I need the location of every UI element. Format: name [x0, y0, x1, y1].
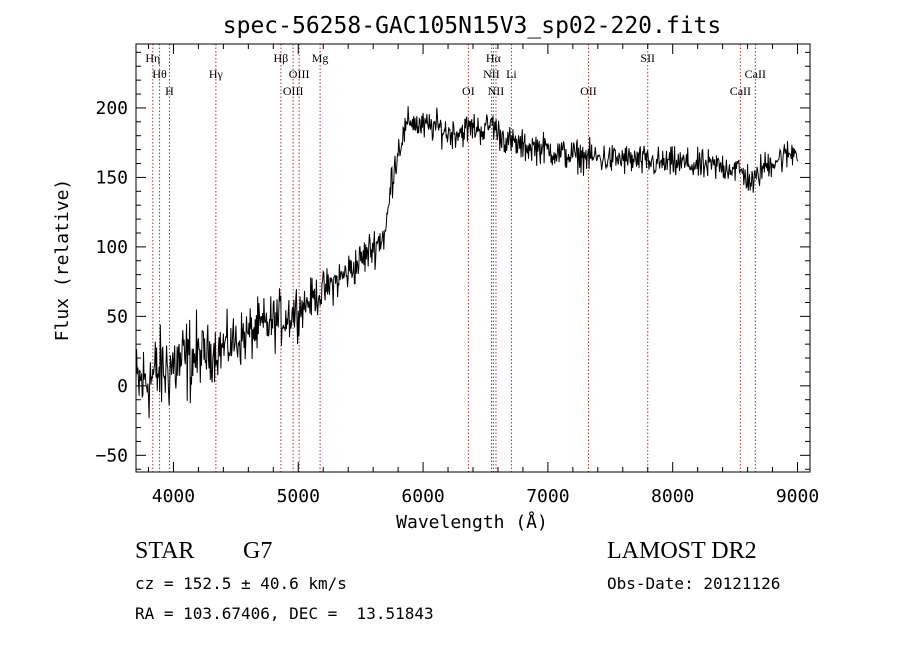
- x-axis-label: Wavelength (Å): [396, 511, 548, 533]
- line-marker-label: OIII: [283, 84, 304, 98]
- x-tick-label: 9000: [776, 486, 819, 507]
- survey-name: LAMOST DR2: [607, 538, 757, 564]
- line-marker-label: OI: [462, 84, 475, 98]
- x-tick-label: 4000: [152, 486, 195, 507]
- spectrum-line: [135, 106, 798, 419]
- line-marker-label: Hβ: [274, 51, 289, 65]
- line-marker-label: CaII: [730, 84, 751, 98]
- line-marker-label: H: [165, 84, 174, 98]
- x-tick-label: 6000: [401, 486, 444, 507]
- line-marker-label: Li: [506, 67, 517, 81]
- redshift-value: cz = 152.5 ± 40.6 km/s: [135, 574, 347, 593]
- x-axis: 4000 5000 6000 7000 8000 9000: [147, 44, 819, 507]
- line-marker-label: SII: [640, 51, 655, 65]
- x-tick-label: 5000: [277, 486, 320, 507]
- y-tick-label: 50: [106, 306, 128, 327]
- line-marker-label: OIII: [289, 67, 310, 81]
- y-axis-label: Flux (relative): [52, 179, 73, 342]
- line-marker-label: Hα: [486, 51, 502, 65]
- y-tick-label: 100: [95, 237, 128, 258]
- y-tick-label: 200: [95, 98, 128, 119]
- x-tick-label: 7000: [526, 486, 569, 507]
- x-tick-label: 8000: [651, 486, 694, 507]
- line-marker-label: Hθ: [152, 67, 167, 81]
- line-marker-label: NII: [483, 67, 500, 81]
- line-marker-label: OII: [580, 84, 597, 98]
- chart-title: spec-56258-GAC105N15V3_sp02-220.fits: [223, 13, 722, 39]
- ra-dec: RA = 103.67406, DEC = 13.51843: [135, 604, 434, 623]
- object-class: STAR: [135, 538, 195, 564]
- y-axis: −50 0 50 100 150 200: [95, 51, 810, 470]
- line-marker-label: NII: [488, 84, 505, 98]
- object-subclass: G7: [243, 538, 273, 564]
- line-marker-label: Hη: [145, 51, 160, 65]
- line-markers: HηHθHHγHβOIIIOIIIMgOIHαNIINIILiOIISIICaI…: [145, 44, 766, 472]
- obs-date: Obs-Date: 20121126: [607, 574, 781, 593]
- plot-frame: [135, 43, 811, 473]
- y-tick-label: −50: [95, 445, 128, 466]
- line-marker-label: CaII: [745, 67, 766, 81]
- y-tick-label: 0: [117, 376, 128, 397]
- y-tick-label: 150: [95, 167, 128, 188]
- line-marker-label: Mg: [312, 51, 329, 65]
- line-marker-label: Hγ: [209, 67, 224, 81]
